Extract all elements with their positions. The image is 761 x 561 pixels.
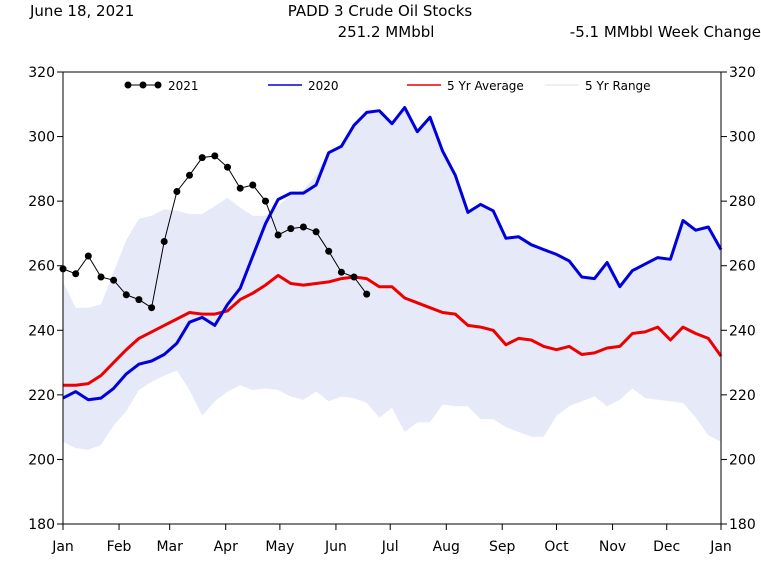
x-tick-label: Feb <box>107 539 132 555</box>
y-tick-label-right: 320 <box>729 65 756 81</box>
y-tick-label-left: 300 <box>28 130 55 146</box>
y-tick-label-left: 260 <box>28 259 55 275</box>
series-2021-point <box>325 247 333 255</box>
range-band <box>63 107 721 450</box>
chart-title: PADD 3 Crude Oil Stocks <box>287 2 473 20</box>
series-2021-point <box>236 184 244 192</box>
legend-2021-marker <box>139 81 147 89</box>
series-2021-point <box>135 296 143 304</box>
series-2021-point <box>299 223 307 231</box>
series-2021-point <box>274 231 282 239</box>
x-tick-label: Nov <box>599 539 626 555</box>
x-tick-label: Oct <box>544 539 569 555</box>
x-tick-label: Sep <box>489 539 516 555</box>
legend-2021-marker <box>124 81 132 89</box>
series-2021-point <box>350 273 358 281</box>
series-2021-point <box>337 268 345 276</box>
series-2021-point <box>224 163 231 171</box>
range-band-layer <box>63 107 721 450</box>
report-date: June 18, 2021 <box>30 2 135 20</box>
y-tick-label-left: 320 <box>28 65 55 81</box>
x-tick-label: May <box>265 539 294 555</box>
y-tick-label-right: 200 <box>729 452 756 468</box>
plot-frame <box>62 71 722 525</box>
y-tick-label-left: 280 <box>28 194 55 210</box>
y-tick-label-right: 260 <box>729 259 756 275</box>
series-2021-point <box>148 304 156 312</box>
series-2021-point <box>249 181 257 189</box>
y-tick-label-left: 200 <box>28 452 55 468</box>
series-2021-point <box>186 171 193 179</box>
axis-layer: 180 180 200 200 220 220 240 240 260 260 280 280 300 3… <box>28 65 755 555</box>
series-2021-point <box>122 291 130 299</box>
y-tick-label-right: 220 <box>729 388 756 404</box>
y-tick-label-left: 180 <box>28 517 55 533</box>
legend-label: 2020 <box>308 79 339 93</box>
series-2021-point <box>312 228 320 236</box>
legend-2021-marker <box>154 81 162 89</box>
series-2021-point <box>198 154 206 162</box>
y-tick-label-right: 280 <box>729 194 756 210</box>
x-tick-label: Jul <box>381 539 399 555</box>
series-2020-line <box>62 106 723 402</box>
x-tick-label: Dec <box>653 539 680 555</box>
x-tick-label: Jun <box>324 539 347 555</box>
legend: 2021 2020 5 Yr Average 5 Yr Range <box>124 79 651 93</box>
y-tick-label-right: 300 <box>729 130 756 146</box>
legend-label: 2021 <box>168 79 199 93</box>
series-2021-point <box>173 188 181 195</box>
y-tick-label-right: 180 <box>729 517 756 533</box>
series-2021-point <box>363 290 371 298</box>
current-stock-level: 251.2 MMbbl <box>337 23 435 41</box>
y-tick-label-left: 220 <box>28 388 55 404</box>
series-2021-point <box>97 273 105 281</box>
avg-line <box>63 273 723 387</box>
x-tick-label: Mar <box>156 539 183 555</box>
series-2021-point <box>110 276 118 284</box>
y-tick-label-left: 240 <box>28 323 55 339</box>
x-tick-label: Jan <box>709 539 732 555</box>
legend-label: 5 Yr Range <box>585 79 651 93</box>
series-2021-point <box>84 252 92 260</box>
x-tick-label: Apr <box>214 539 238 555</box>
x-tick-label: Jan <box>51 539 74 555</box>
series-layer <box>59 106 723 402</box>
legend-label: 5 Yr Average <box>447 79 524 93</box>
series-2021-point <box>287 225 295 233</box>
series-2021-point <box>72 270 80 278</box>
week-change: -5.1 MMbbl Week Change <box>569 23 761 41</box>
x-tick-label: Aug <box>433 539 460 555</box>
series-2021-point <box>160 238 168 245</box>
series-2021-point <box>262 197 269 205</box>
y-tick-label-right: 240 <box>729 323 756 339</box>
series-2021-point <box>211 152 219 160</box>
